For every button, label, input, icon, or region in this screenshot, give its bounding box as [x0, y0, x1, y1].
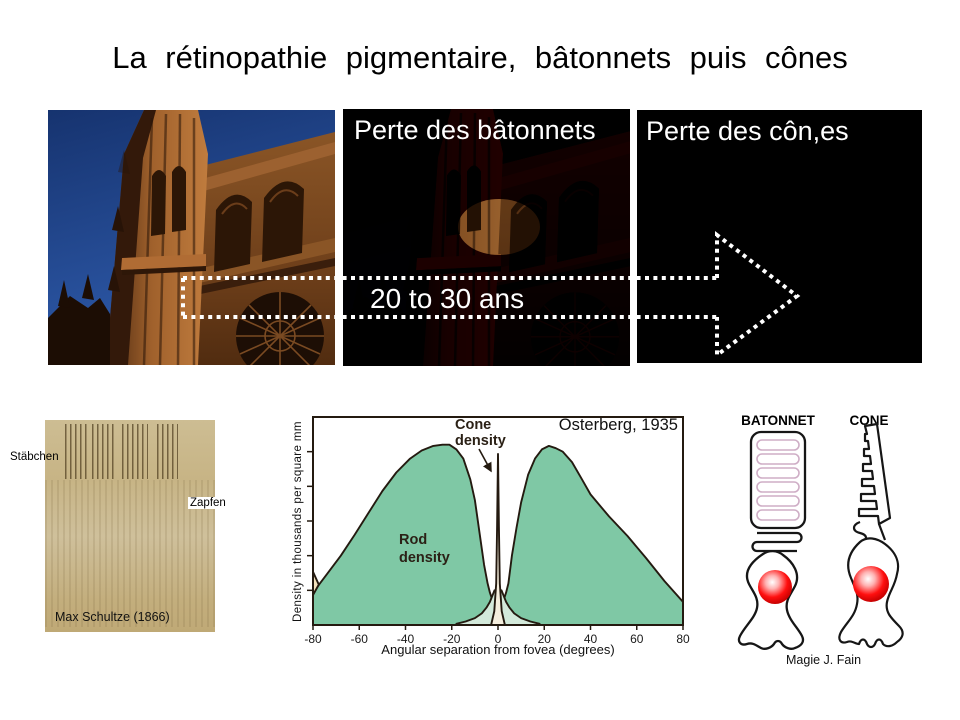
- series-cone-density: [490, 453, 506, 626]
- chart-title: Osterberg, 1935: [558, 416, 678, 434]
- x-tick-label: 20: [538, 632, 552, 646]
- histology-image: Max Schultze (1866): [45, 420, 215, 632]
- x-tick-label: 0: [495, 632, 502, 646]
- normal-vision-photo: [48, 110, 335, 365]
- density-chart: -80 -60 -40 -20 0 20 40 60 80 Osterberg, 1935 Co…: [292, 403, 705, 671]
- rod-striations-group: [157, 424, 178, 479]
- rod-density-annotation: Rod density: [399, 532, 450, 567]
- rod-striations-group: [122, 424, 148, 479]
- cone-density-annotation: Cone density: [455, 417, 506, 450]
- rod-nucleus: [758, 570, 792, 604]
- rod-loss-panel: Perte des bâtonnets 20 to 30 ans: [343, 109, 630, 366]
- histology-texture: [45, 480, 215, 627]
- photoreceptor-drawings: [737, 422, 904, 650]
- x-tick-label: -80: [304, 632, 322, 646]
- rod-cell-label: BATONNET: [741, 413, 815, 428]
- series-rod-density-(temporal-side): [312, 443, 494, 626]
- rod-striations-group: [92, 424, 114, 479]
- x-tick-label: 60: [630, 632, 644, 646]
- duration-label: 20 to 30 ans: [370, 283, 525, 314]
- density-chart-plot: -80 -60 -40 -20 0 20 40 60 80: [304, 416, 690, 646]
- cones-german-label: Zapfen: [188, 497, 228, 509]
- cone-cell-label: CONE: [849, 413, 889, 428]
- cone-drawing: [838, 422, 904, 649]
- x-tick-label: 40: [584, 632, 598, 646]
- x-tick-label: -60: [351, 632, 369, 646]
- rods-german-label: Stäbchen: [10, 451, 59, 463]
- histology-caption: Max Schultze (1866): [55, 610, 170, 624]
- cone-nucleus: [853, 566, 889, 602]
- cone-loss-panel: Perte des côn,es: [637, 110, 922, 363]
- slide-title: La rétinopathie pigmentaire, bâtonnets p…: [112, 40, 848, 75]
- image-credit: Magie J. Fain: [786, 653, 862, 667]
- rod-drawing: [737, 430, 807, 650]
- x-tick-label: 80: [676, 632, 690, 646]
- chart-x-axis-label: Angular separation from fovea (degrees): [381, 642, 615, 657]
- x-tick-label: -40: [397, 632, 415, 646]
- rod-loss-label: Perte des bâtonnets: [354, 115, 596, 145]
- rod-striations-group: [65, 424, 88, 479]
- series-rod-density-(nasal-side): [502, 444, 684, 626]
- chart-y-axis-label: Density in thousands per square mm: [292, 421, 304, 623]
- cathedral-photo: [48, 110, 335, 365]
- x-tick-label: -20: [443, 632, 461, 646]
- cone-loss-label: Perte des côn,es: [646, 116, 849, 146]
- cone-annotation-arrow: [478, 448, 492, 473]
